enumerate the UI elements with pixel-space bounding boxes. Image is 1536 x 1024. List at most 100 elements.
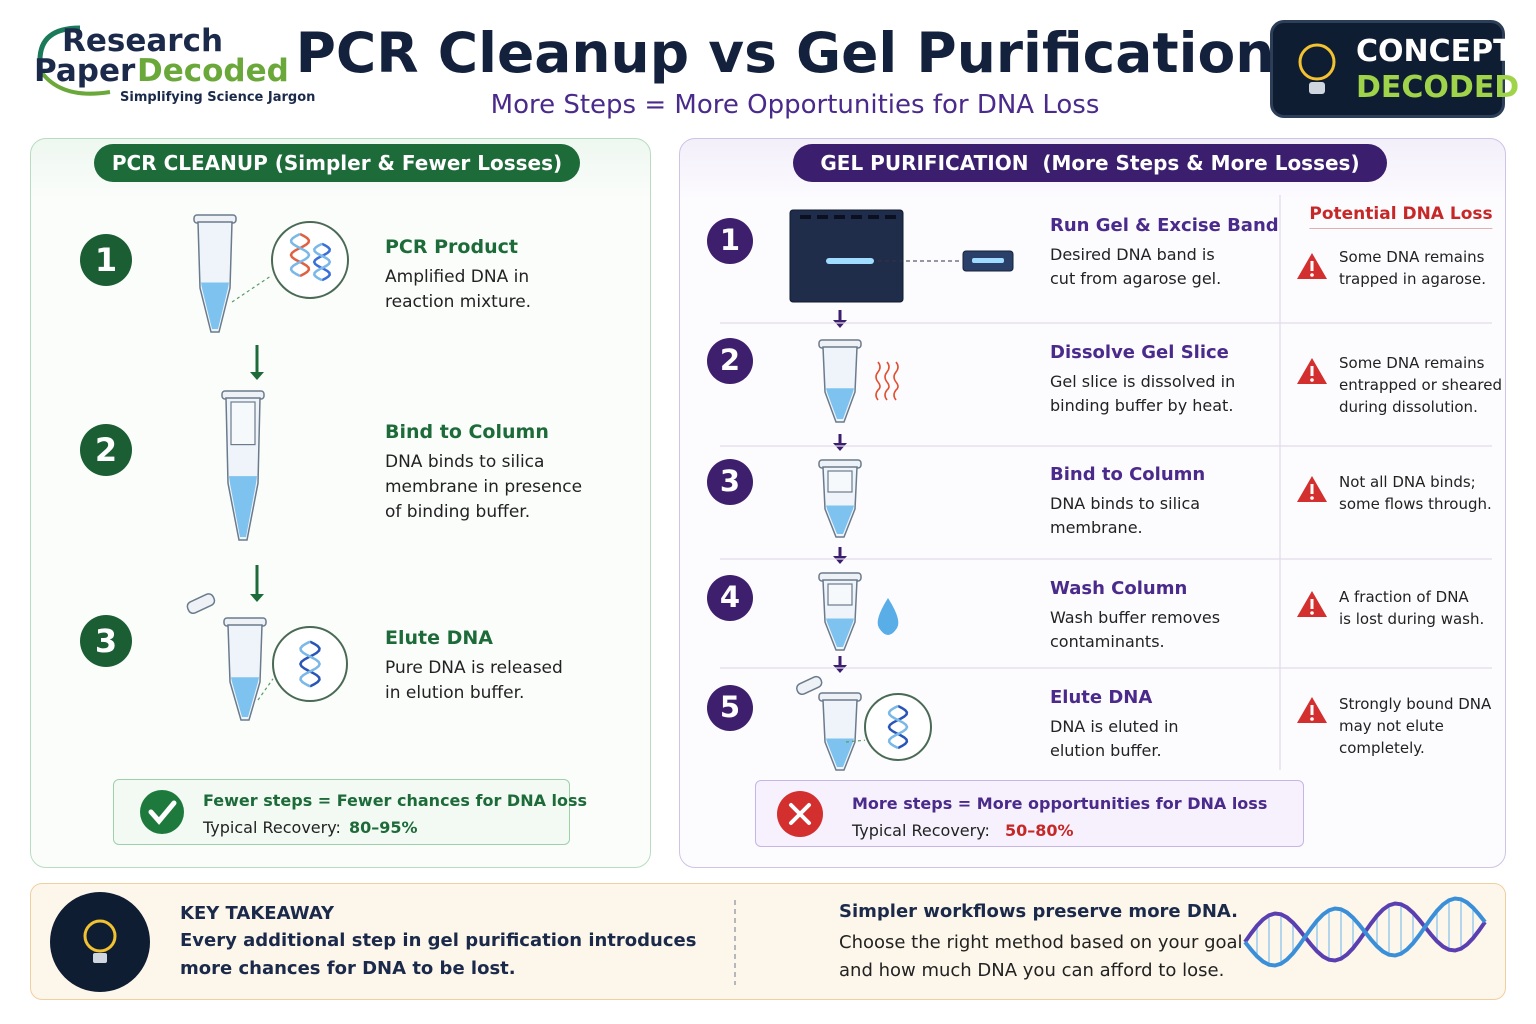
loss-text: A fraction of DNA (1339, 588, 1469, 606)
warning-dot (1310, 378, 1314, 382)
helix-strand (1243, 896, 1487, 968)
step-title: Bind to Column (385, 421, 549, 443)
step-number: 1 (719, 223, 741, 257)
callout-line (231, 274, 273, 303)
magnifier (864, 693, 932, 761)
warning-dot (1310, 496, 1314, 500)
takeaway-bulb-base (93, 953, 107, 963)
step-number: 1 (94, 241, 118, 279)
tube-liquid (826, 388, 854, 419)
dna-strand (299, 640, 321, 688)
warning-mark (1310, 366, 1314, 376)
summary-value: 80–95% (349, 818, 418, 837)
heat-wave (884, 361, 890, 383)
arrow-head (833, 320, 847, 328)
tube-liquid (229, 476, 257, 537)
takeaway-right-text: and how much DNA you can afford to lose. (839, 960, 1225, 981)
warning-dot (1310, 273, 1314, 277)
step-text: elution buffer. (1050, 741, 1162, 760)
takeaway-bulb (83, 919, 117, 953)
gel-well (885, 215, 896, 219)
drop (877, 598, 899, 635)
tube-liquid (826, 618, 854, 647)
step-title: Run Gel & Excise Band (1050, 215, 1279, 236)
step-text: Gel slice is dissolved in (1050, 372, 1236, 391)
dna-strand (289, 232, 311, 278)
logo-tagline: Simplifying Science Jargon (120, 90, 316, 105)
right-header: GEL PURIFICATION (More Steps & More Loss… (820, 151, 1360, 175)
dna-strand (299, 640, 321, 688)
step-text: reaction mixture. (385, 292, 532, 312)
dna-strand (887, 704, 909, 750)
loss-text: is lost during wash. (1339, 610, 1485, 628)
loss-text: during dissolution. (1339, 398, 1478, 416)
loss-text: entrapped or sheared (1339, 376, 1502, 394)
step-badge (80, 424, 132, 476)
takeaway-text: Every additional step in gel purificatio… (180, 930, 697, 951)
step-number: 2 (94, 431, 118, 469)
step-number: 2 (719, 343, 741, 377)
page-subtitle: More Steps = More Opportunities for DNA … (490, 90, 1100, 120)
logo-word: Research (62, 23, 224, 59)
gel-well (817, 215, 828, 219)
gel-well (834, 215, 845, 219)
arrow-head (833, 665, 847, 673)
step-text: contaminants. (1050, 632, 1165, 651)
arrow-head (833, 556, 847, 564)
x-mark (789, 803, 811, 825)
column-insert (827, 583, 853, 606)
loss-header: Potential DNA Loss (1309, 206, 1493, 229)
warning-mark (1310, 261, 1314, 271)
step-number: 4 (719, 580, 741, 614)
step-text: Wash buffer removes (1050, 608, 1221, 627)
summary-label: Typical Recovery: (852, 821, 990, 840)
dna-strand (887, 704, 909, 750)
gel (789, 209, 904, 303)
open-cap (186, 593, 216, 615)
dna-strand (312, 242, 332, 282)
right-summary-box (755, 780, 1304, 847)
warning-mark (1310, 705, 1314, 715)
loss-text: some flows through. (1339, 495, 1492, 513)
logo-swoosh (38, 68, 111, 96)
tube-liquid (201, 282, 229, 329)
arrow-head (250, 594, 264, 602)
step-title: Dissolve Gel Slice (1050, 342, 1229, 363)
takeaway-heading: KEY TAKEAWAY (180, 903, 335, 924)
check-mark (148, 800, 177, 825)
loss-text: Not all DNA binds; (1339, 473, 1476, 491)
dna-strand (289, 232, 311, 278)
gel-slice-band (972, 258, 1004, 263)
step-text: binding buffer by heat. (1050, 396, 1234, 415)
summary-title: Fewer steps = Fewer chances for DNA loss (203, 791, 588, 810)
gel-well (868, 215, 879, 219)
tube-liquid (826, 738, 854, 767)
summary-value: 50–80% (1005, 821, 1074, 840)
takeaway-text: more chances for DNA to be lost. (180, 958, 516, 979)
loss-text: may not elute (1339, 717, 1444, 735)
right-header-pill (793, 144, 1387, 182)
loss-text: completely. (1339, 739, 1425, 757)
step-title: Bind to Column (1050, 464, 1206, 485)
step-number: 3 (94, 622, 118, 660)
step-text: of binding buffer. (385, 502, 531, 522)
logo-word: Decoded (137, 53, 289, 89)
step-title: Elute DNA (385, 627, 493, 649)
badge-bulb (1298, 43, 1336, 81)
gel-well (800, 215, 811, 219)
warning-dot (1310, 611, 1314, 615)
loss-text: Some DNA remains (1339, 354, 1485, 372)
loss-text: Some DNA remains (1339, 248, 1485, 266)
step-title: Wash Column (1050, 578, 1188, 599)
step-badge (80, 615, 132, 667)
warning-mark (1310, 599, 1314, 609)
step-badge (707, 685, 753, 731)
step-text: DNA is eluted in (1050, 717, 1179, 736)
badge (1270, 20, 1505, 118)
step-text: cut from agarose gel. (1050, 269, 1222, 288)
magnifier (271, 221, 349, 299)
tube-liquid (826, 505, 854, 534)
open-cap (795, 675, 823, 696)
takeaway-right-heading: Simpler workflows preserve more DNA. (839, 901, 1239, 922)
